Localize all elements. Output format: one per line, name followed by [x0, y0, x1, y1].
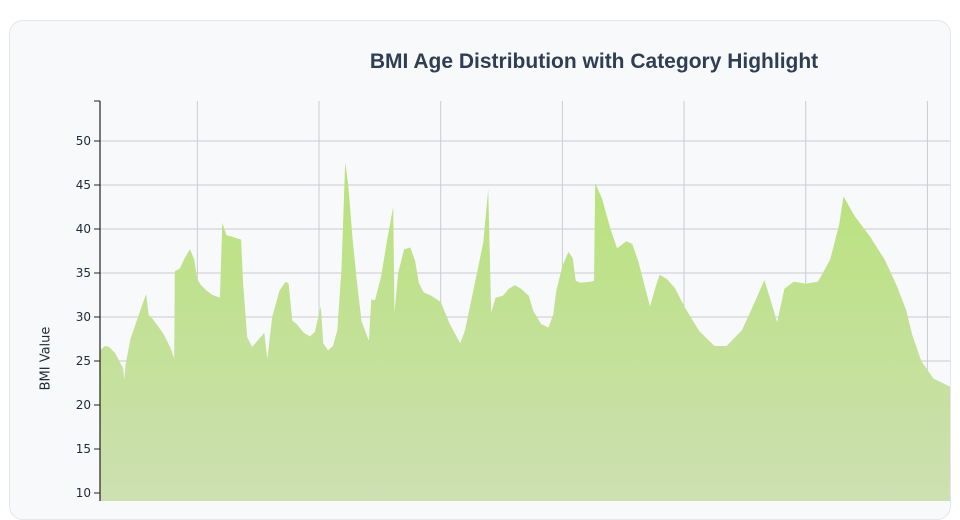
series-area	[100, 162, 950, 501]
y-tick-label: 20	[76, 398, 91, 412]
y-tick-label: 40	[76, 222, 91, 236]
y-tick-label: 35	[76, 266, 91, 280]
chart-title: BMI Age Distribution with Category Highl…	[369, 50, 819, 73]
y-tick-label: 30	[76, 310, 91, 324]
chart-card: BMI Age Distribution with Category Highl…	[9, 20, 951, 520]
y-tick-label: 15	[76, 442, 91, 456]
y-tick-label: 10	[76, 486, 91, 500]
y-tick-label: 25	[76, 354, 91, 368]
y-tick-label: 45	[76, 178, 91, 192]
y-tick-label: 50	[76, 134, 91, 148]
area-chart: 10 15 20 25 30 35 40 45 50	[76, 100, 950, 501]
